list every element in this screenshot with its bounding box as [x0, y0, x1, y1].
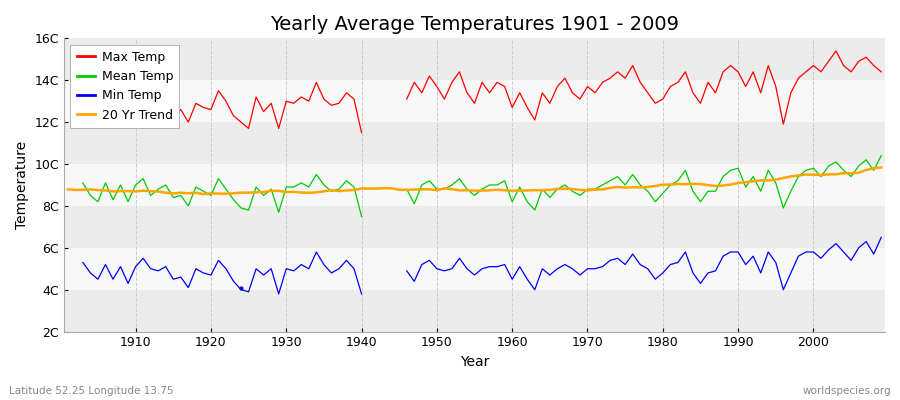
Legend: Max Temp, Mean Temp, Min Temp, 20 Yr Trend: Max Temp, Mean Temp, Min Temp, 20 Yr Tre… — [70, 44, 179, 128]
Text: worldspecies.org: worldspecies.org — [803, 386, 891, 396]
Bar — [64, 206, 885, 248]
X-axis label: Year: Year — [460, 355, 490, 369]
Bar — [64, 80, 885, 122]
Bar — [64, 38, 885, 80]
Bar — [64, 122, 885, 164]
Bar — [64, 290, 885, 332]
Bar — [64, 248, 885, 290]
Bar — [64, 164, 885, 206]
Y-axis label: Temperature: Temperature — [15, 141, 29, 229]
Text: Latitude 52.25 Longitude 13.75: Latitude 52.25 Longitude 13.75 — [9, 386, 174, 396]
Title: Yearly Average Temperatures 1901 - 2009: Yearly Average Temperatures 1901 - 2009 — [270, 15, 679, 34]
